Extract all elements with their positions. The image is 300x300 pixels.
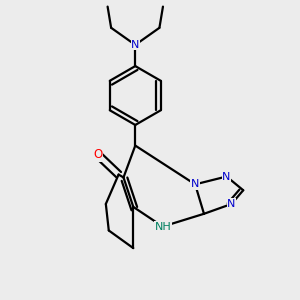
Text: N: N: [227, 199, 236, 209]
Text: NH: NH: [154, 222, 171, 232]
Text: N: N: [131, 40, 140, 50]
Text: N: N: [191, 179, 199, 189]
Text: O: O: [93, 148, 103, 161]
Text: N: N: [222, 172, 231, 182]
